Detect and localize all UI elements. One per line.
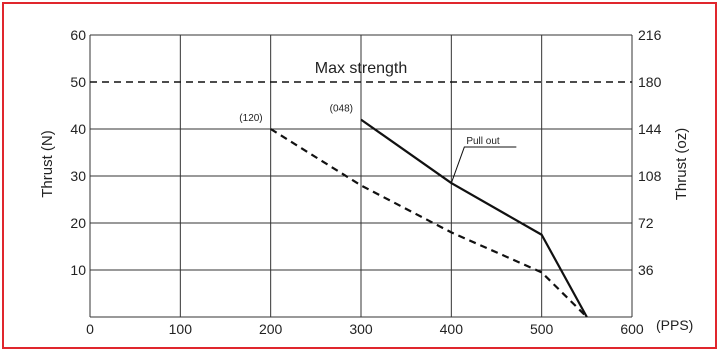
x-tick-label: 600 <box>620 321 644 337</box>
y-tick-label-right: 72 <box>638 215 654 231</box>
y-tick-label-left: 60 <box>70 27 86 43</box>
y-axis-title-left: Thrust (N) <box>39 130 56 198</box>
x-tick-label: 300 <box>349 321 373 337</box>
y-tick-label-right: 144 <box>638 121 662 137</box>
x-tick-label: 400 <box>440 321 464 337</box>
y-tick-label-left: 40 <box>70 121 86 137</box>
max-strength-label: Max strength <box>315 60 407 77</box>
x-tick-label: 0 <box>86 321 94 337</box>
grid <box>89 34 633 318</box>
y-tick-label-right: 108 <box>638 168 662 184</box>
thrust-chart: 0 100 200 300 400 500 600 10 36 20 72 30 108 40 144 50 1… <box>39 27 693 337</box>
y-tick-label-right: 180 <box>638 74 662 90</box>
y-tick-label-left: 50 <box>70 74 86 90</box>
tick-labels: 0 100 200 300 400 500 600 10 36 20 72 30 108 40 144 50 1… <box>70 27 661 337</box>
y-axis-title-right: Thrust (oz) <box>673 128 690 201</box>
x-axis-unit: (PPS) <box>656 317 693 333</box>
pull-out-label: Pull out <box>466 136 500 147</box>
y-tick-label-left: 30 <box>70 168 86 184</box>
x-tick-label: 200 <box>259 321 283 337</box>
y-tick-label-right: 36 <box>638 262 654 278</box>
y-tick-label-left: 20 <box>70 215 86 231</box>
y-tick-label-left: 10 <box>70 262 86 278</box>
series-start-label: (120) <box>239 113 262 124</box>
x-tick-label: 100 <box>169 321 193 337</box>
pull-out-leader <box>450 146 517 184</box>
series-start-label: (048) <box>330 104 353 115</box>
chart-frame: 0 100 200 300 400 500 600 10 36 20 72 30 108 40 144 50 1… <box>2 2 717 349</box>
x-tick-label: 500 <box>530 321 554 337</box>
y-tick-label-right: 216 <box>638 27 662 43</box>
solid-thrust-curve <box>360 118 588 318</box>
annotations: Max strength (048) (120) Pull out <box>239 60 517 184</box>
